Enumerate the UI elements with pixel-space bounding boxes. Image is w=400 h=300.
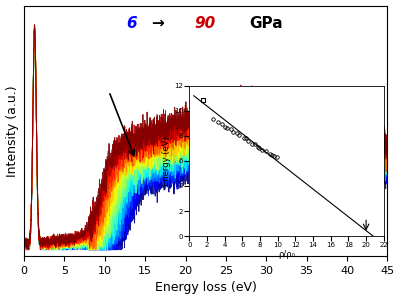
Text: 90: 90 <box>195 16 216 31</box>
X-axis label: Energy loss (eV): Energy loss (eV) <box>155 281 257 294</box>
Text: →: → <box>151 16 164 31</box>
Y-axis label: Intensity (a.u.): Intensity (a.u.) <box>6 85 18 177</box>
Text: 6: 6 <box>126 16 136 31</box>
Text: GPa: GPa <box>249 16 283 31</box>
